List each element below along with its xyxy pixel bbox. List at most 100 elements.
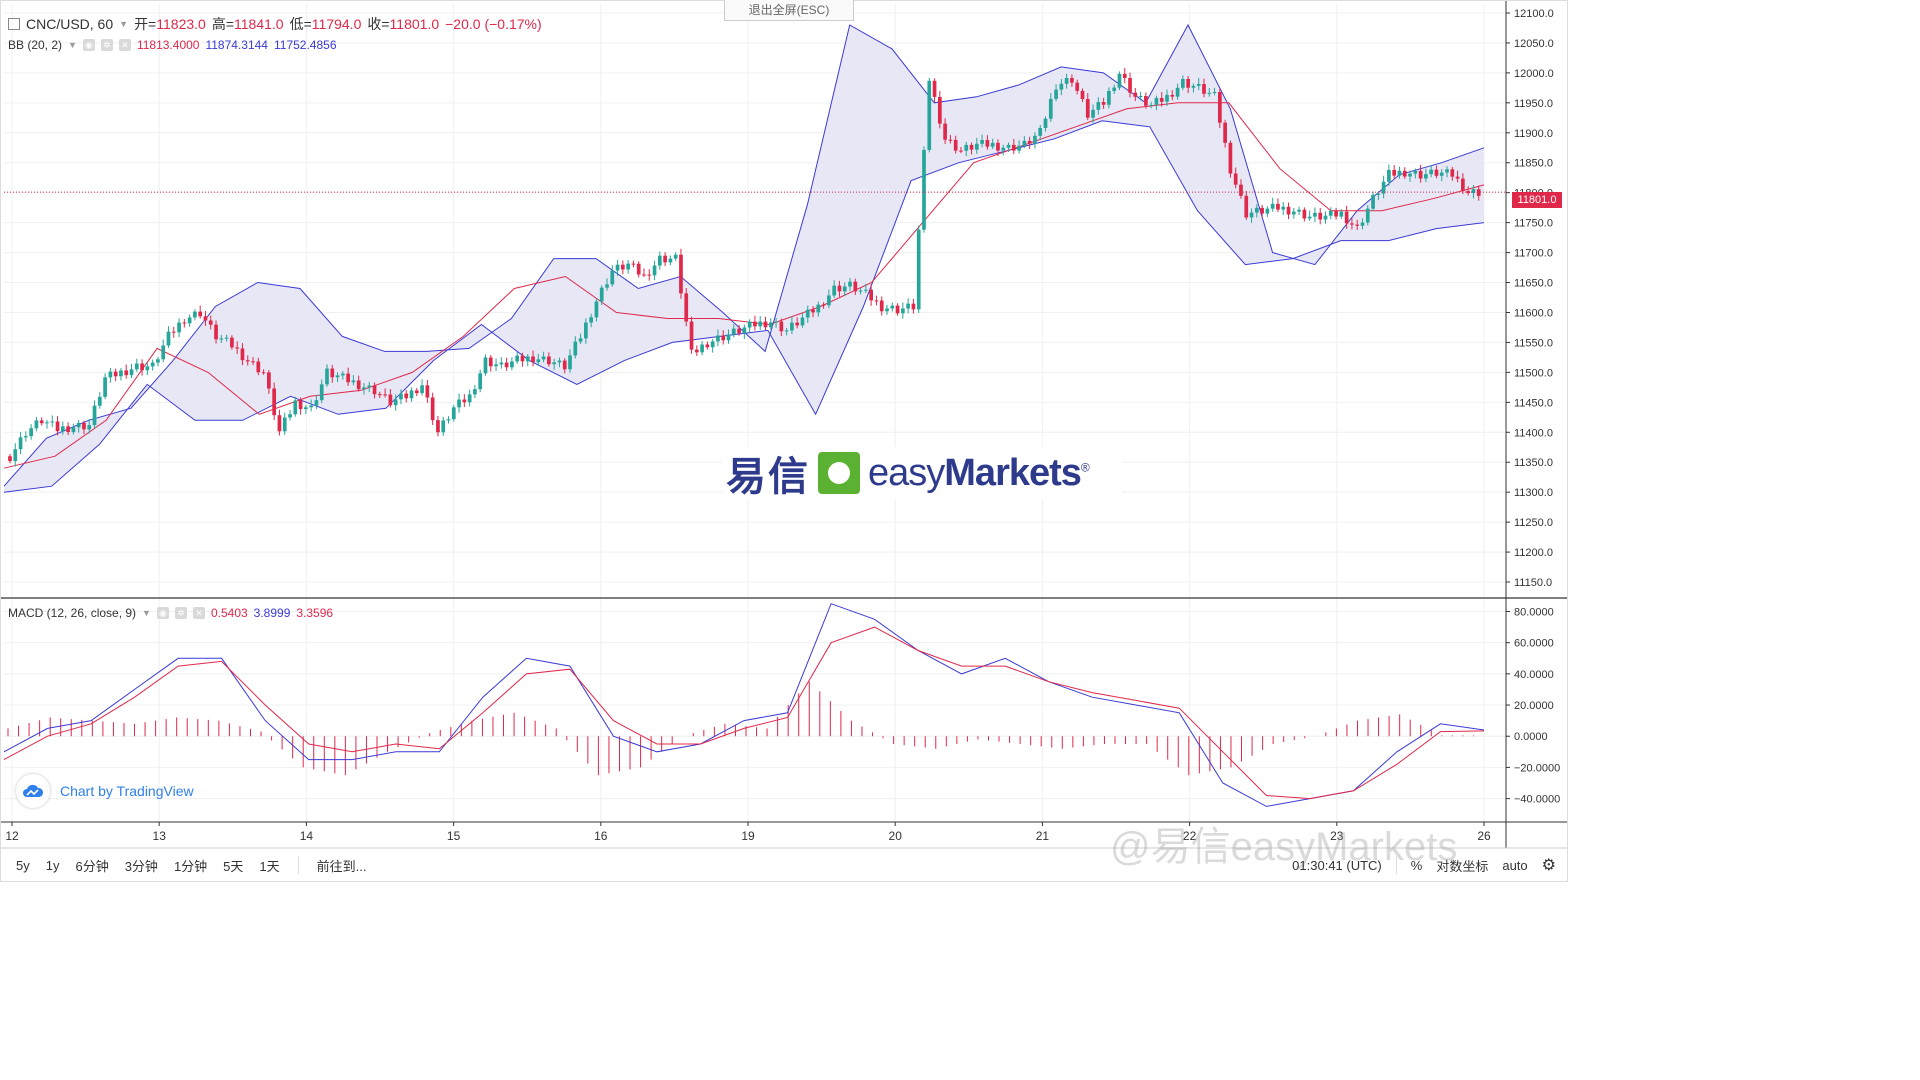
candle-body [219, 338, 224, 340]
goto-button[interactable]: 前往到... [316, 858, 367, 874]
candle-body [1254, 207, 1259, 213]
candle-body [436, 420, 440, 433]
candle-body [837, 285, 842, 292]
bb-lower-value: 11752.4856 [273, 38, 337, 52]
candle-body [124, 370, 129, 376]
brand-cn: 易信 [726, 454, 810, 500]
log-scale-toggle[interactable]: 对数坐标 [1436, 858, 1489, 874]
auto-scale-toggle[interactable]: auto [1502, 857, 1528, 873]
exit-fullscreen-button[interactable]: 退出全屏(ESC) [724, 0, 854, 21]
candle-body [541, 356, 546, 360]
x-tick-label: 26 [1477, 829, 1491, 843]
chart-canvas[interactable]: 12100.0 12050.0 12000.0 11950.0 11900.0 11850… [0, 0, 1568, 882]
candle-body [325, 368, 329, 385]
macd-y-tick-label: −20.0000 [1514, 762, 1560, 774]
eye-icon[interactable]: ◉ [82, 39, 95, 51]
candle-body [214, 324, 218, 340]
candle-body [906, 303, 910, 309]
candle-body [1334, 210, 1338, 217]
bb-label[interactable]: BB (20, 2) [8, 38, 63, 52]
y-tick-label: 12100.0 [1514, 8, 1554, 20]
candle-body [351, 380, 356, 383]
candle-body [230, 337, 234, 348]
candle-body [97, 396, 102, 406]
candle-body [768, 322, 773, 328]
open-label: 开= [134, 16, 157, 32]
candle-body [356, 380, 361, 390]
candle-body [76, 423, 81, 428]
range-1min[interactable]: 1分钟 [173, 858, 208, 874]
tradingview-cloud-icon [16, 774, 50, 808]
candle-body [288, 414, 292, 418]
candle-body [150, 362, 155, 367]
candle-body [113, 371, 118, 377]
candle-body [996, 142, 1000, 151]
candle-body [673, 254, 678, 259]
candle-body [642, 274, 646, 276]
candle-body [827, 295, 831, 306]
candle-body [346, 373, 350, 383]
close-icon[interactable]: ✕ [192, 607, 205, 619]
candle-body [60, 426, 65, 432]
candle-body [467, 394, 472, 403]
candle-body [1450, 169, 1455, 177]
range-1d[interactable]: 1天 [259, 858, 280, 874]
candle-body [393, 399, 398, 406]
macd-y-tick-label: 40.0000 [1514, 669, 1554, 681]
chevron-down-icon[interactable]: ▼ [142, 608, 151, 618]
candle-body [663, 255, 667, 263]
candle-body [679, 254, 683, 294]
candle-body [1339, 211, 1344, 217]
candle-body [251, 361, 255, 363]
candle-body [177, 322, 181, 333]
gear-icon[interactable]: ✲ [100, 39, 113, 51]
candle-body [510, 361, 514, 368]
x-tick-label: 22 [1183, 829, 1197, 843]
range-5y[interactable]: 5y [16, 857, 30, 873]
candle-body [1048, 98, 1053, 119]
candle-body [578, 338, 583, 342]
percent-toggle[interactable]: % [1410, 857, 1423, 873]
candle-body [261, 372, 266, 374]
candle-body [1260, 207, 1264, 214]
candle-body [372, 385, 377, 395]
candle-body [1017, 145, 1021, 151]
chevron-down-icon[interactable]: ▼ [119, 19, 129, 29]
candle-body [610, 270, 615, 285]
candle-body [362, 387, 366, 390]
candle-body [937, 96, 942, 124]
y-tick-label: 11650.0 [1514, 278, 1553, 290]
close-icon[interactable]: ✕ [118, 39, 131, 51]
candle-body [55, 421, 60, 432]
candle-body [1476, 189, 1481, 196]
candle-body [298, 400, 303, 410]
candle-body [1107, 90, 1111, 105]
candle-body [985, 139, 990, 147]
range-1y[interactable]: 1y [45, 857, 60, 873]
candle-body [441, 420, 446, 433]
tradingview-brand[interactable]: Chart by TradingView [16, 774, 194, 808]
y-tick-label: 12050.0 [1514, 38, 1554, 50]
range-5d[interactable]: 5天 [223, 858, 244, 874]
candle-body [853, 281, 858, 292]
macd-label[interactable]: MACD (12, 26, close, 9) [8, 606, 137, 620]
candle-body [520, 355, 525, 362]
candle-body [990, 142, 995, 147]
candle-body [1233, 173, 1238, 185]
y-tick-label: 11950.0 [1514, 98, 1553, 110]
candle-body [1038, 127, 1043, 136]
range-6min[interactable]: 6分钟 [75, 858, 109, 874]
symbol-label[interactable]: CNC/USD, 60 [26, 16, 114, 32]
y-tick-label: 11500.0 [1514, 367, 1553, 379]
close-value: 11801.0 [389, 16, 440, 32]
range-3min[interactable]: 3分钟 [124, 858, 158, 874]
gear-icon[interactable]: ⚙ [1541, 857, 1556, 874]
candle-body [948, 139, 953, 141]
tradingview-label[interactable]: Chart by TradingView [60, 783, 194, 799]
candle-body [1011, 144, 1016, 151]
gear-icon[interactable]: ✲ [174, 607, 187, 619]
eye-icon[interactable]: ◉ [156, 607, 169, 619]
legend-toggle-icon[interactable] [8, 18, 20, 30]
chevron-down-icon[interactable]: ▼ [68, 40, 77, 50]
candle-body [842, 286, 847, 292]
